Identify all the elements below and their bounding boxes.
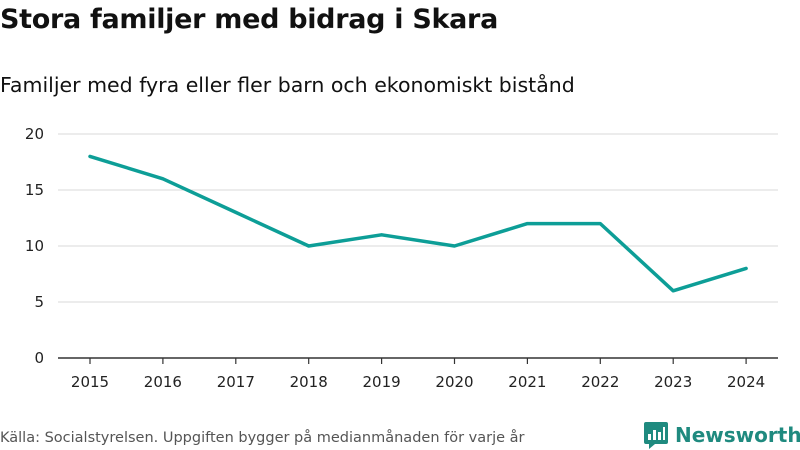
data-point-2020[interactable]	[450, 241, 460, 251]
y-tick-label: 0	[34, 349, 44, 367]
line-chart: 0 5 10 15 20 2015 2016 2017 2018 2019 2020 2021 2022…	[25, 125, 778, 391]
data-point-2022[interactable]	[595, 219, 605, 229]
grid-layer	[58, 133, 778, 303]
x-tick-label: 2023	[654, 373, 692, 391]
data-point-2021[interactable]	[522, 219, 532, 229]
series-layer	[85, 151, 751, 296]
x-tick-label: 2017	[217, 373, 255, 391]
x-tick-label: 2020	[435, 373, 473, 391]
data-point-2019[interactable]	[377, 230, 387, 240]
y-tick-label: 15	[25, 181, 44, 199]
x-tick-label: 2016	[144, 373, 182, 391]
axis-layer: 0 5 10 15 20 2015 2016 2017 2018 2019 2020 2021 2022…	[25, 125, 778, 391]
source-note: Källa: Socialstyrelsen. Uppgiften bygger…	[0, 430, 525, 446]
data-point-2024[interactable]	[741, 263, 751, 273]
data-point-2018[interactable]	[304, 241, 314, 251]
newsworthy-icon	[644, 422, 668, 449]
chart-title: Stora familjer med bidrag i Skara	[0, 4, 498, 35]
y-tick-label: 10	[25, 237, 44, 255]
x-tick-label: 2015	[71, 373, 109, 391]
y-tick-label: 5	[34, 293, 44, 311]
chart-subtitle: Familjer med fyra eller fler barn och ek…	[0, 73, 575, 97]
x-tick-label: 2021	[508, 373, 546, 391]
brand-name: Newsworthy	[675, 423, 800, 447]
x-tick-label: 2019	[363, 373, 401, 391]
data-point-2017[interactable]	[231, 207, 241, 217]
data-point-2015[interactable]	[85, 151, 95, 161]
data-point-2023[interactable]	[668, 286, 678, 296]
series-line	[88, 154, 748, 293]
brand-logo[interactable]: Newsworthy	[643, 420, 800, 450]
x-tick-label: 2018	[290, 373, 328, 391]
y-tick-label: 20	[25, 125, 44, 143]
x-tick-label: 2022	[581, 373, 619, 391]
x-tick-label: 2024	[727, 373, 765, 391]
data-point-2016[interactable]	[158, 174, 168, 184]
